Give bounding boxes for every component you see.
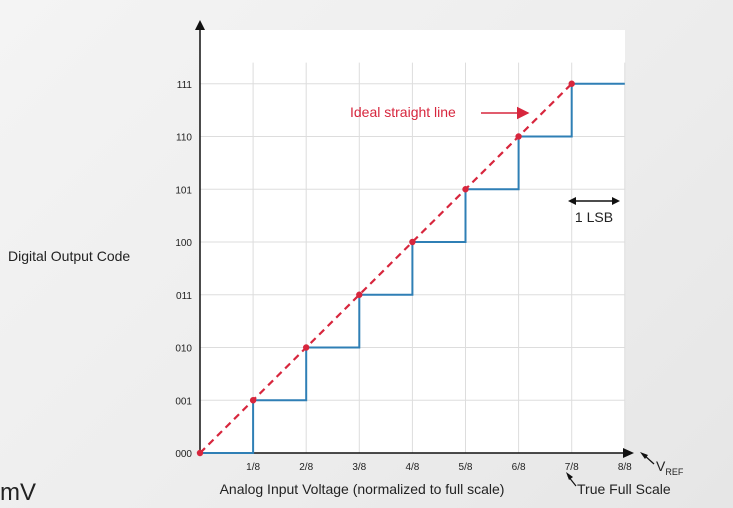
ideal-point [303, 344, 310, 351]
ideal-point [356, 291, 363, 298]
y-axis-arrow-icon [195, 20, 205, 30]
ideal-point [515, 133, 522, 140]
x-axis-arrow-icon [623, 448, 634, 458]
ideal-point [568, 80, 575, 87]
lsb-right-arrow-icon [612, 197, 620, 205]
ideal-point [409, 238, 416, 246]
y-tick-label: 000 [175, 449, 192, 460]
vref-label: VREF [656, 458, 684, 477]
lsb-left-arrow-icon [568, 197, 576, 205]
ideal-point [196, 449, 204, 457]
ideal-points [196, 80, 575, 457]
quantization-step-series [200, 82, 625, 454]
ideal-line-series [199, 82, 573, 454]
y-tick-label: 111 [177, 80, 193, 91]
x-tick-label: 1/8 [246, 462, 260, 473]
x-tick-labels: 1/8 2/8 3/8 4/8 5/8 6/8 7/8 8/8 [246, 462, 632, 473]
vref-arrow-icon [640, 452, 648, 459]
true-full-scale-label: True Full Scale [577, 481, 671, 497]
ideal-point [249, 397, 257, 404]
x-tick-label: 6/8 [512, 462, 526, 473]
x-tick-label: 3/8 [352, 462, 366, 473]
lsb-label: 1 LSB [575, 209, 613, 225]
x-tick-label: 4/8 [405, 462, 419, 473]
y-tick-label: 011 [176, 291, 192, 302]
y-tick-label: 101 [175, 185, 192, 196]
x-tick-label: 2/8 [299, 462, 313, 473]
y-axis-label: Digital Output Code [8, 248, 130, 264]
y-tick-label: 110 [176, 133, 192, 144]
full-scale-arrow-icon [566, 472, 573, 480]
ideal-point [462, 186, 469, 193]
y-tick-label: 010 [175, 344, 192, 355]
y-tick-labels: 000 001 010 011 100 101 110 111 [175, 80, 192, 460]
y-tick-label: 100 [175, 238, 192, 249]
x-tick-label: 5/8 [459, 462, 473, 473]
x-tick-label: 8/8 [618, 462, 632, 473]
x-tick-label: 7/8 [565, 462, 579, 473]
x-axis-label: Analog Input Voltage (normalized to full… [220, 481, 505, 497]
y-tick-label: 001 [175, 396, 192, 407]
ideal-line-annotation: Ideal straight line [350, 104, 456, 120]
side-text: mV [0, 479, 36, 506]
